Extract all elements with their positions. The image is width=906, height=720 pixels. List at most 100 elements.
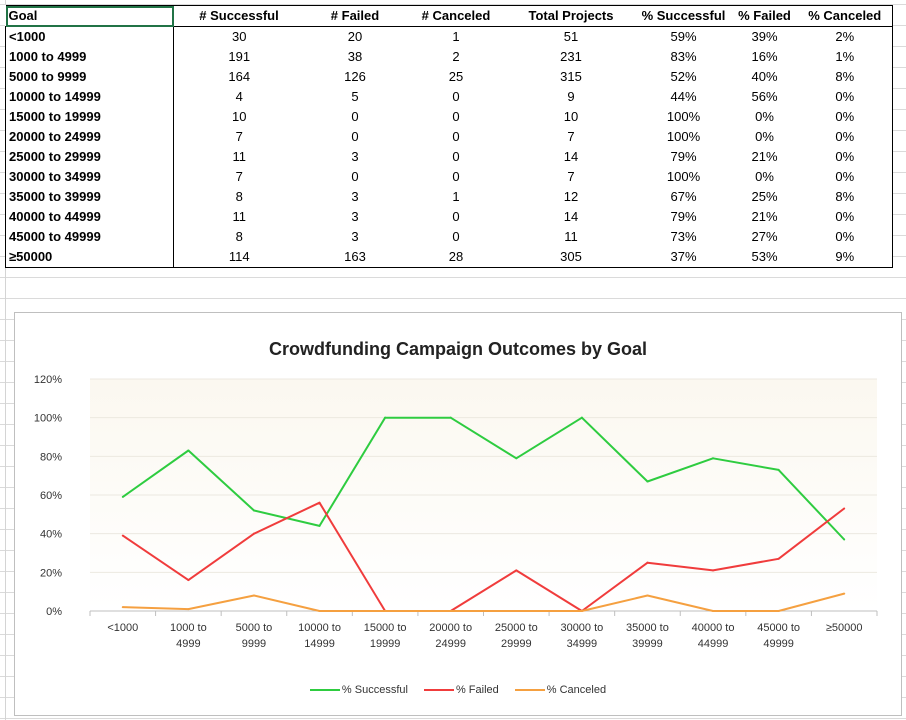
value-cell[interactable]: 52%	[670, 69, 697, 84]
value-cell[interactable]: 0	[452, 129, 460, 144]
value-cell[interactable]: 11	[232, 209, 247, 224]
value-cell[interactable]: 315	[560, 69, 582, 84]
value-cell[interactable]: 0	[351, 129, 359, 144]
value-cell[interactable]: 39%	[751, 29, 778, 44]
value-cell[interactable]: 8	[235, 229, 243, 244]
value-cell[interactable]: 2	[452, 49, 460, 64]
value-cell[interactable]: 3	[351, 209, 359, 224]
value-cell[interactable]: 1%	[797, 47, 893, 67]
value-cell[interactable]: 1	[452, 29, 460, 44]
value-cell[interactable]: 163	[304, 247, 406, 268]
value-cell[interactable]: 30	[232, 29, 247, 44]
goal-cell[interactable]: <1000	[5, 26, 174, 47]
value-cell[interactable]: 3	[351, 149, 359, 164]
value-cell[interactable]: 7	[235, 129, 243, 144]
value-cell[interactable]: 56%	[751, 89, 778, 104]
value-cell[interactable]: 20	[347, 29, 363, 44]
value-cell[interactable]: 1	[452, 189, 460, 204]
value-cell[interactable]: 79%	[670, 209, 697, 224]
value-cell[interactable]: 0	[452, 229, 460, 244]
value-cell[interactable]: 231	[560, 49, 582, 64]
value-cell[interactable]: 44%	[670, 89, 697, 104]
value-cell[interactable]: 0	[452, 149, 460, 164]
value-cell[interactable]: 114	[173, 247, 305, 268]
value-cell[interactable]: 9	[567, 89, 575, 104]
value-cell[interactable]: 79%	[670, 149, 697, 164]
line-chart[interactable]: Crowdfunding Campaign Outcomes by Goal 0…	[14, 312, 902, 716]
value-cell[interactable]: 67%	[670, 189, 697, 204]
value-cell[interactable]: 0%	[797, 207, 893, 227]
goal-cell[interactable]: 25000 to 29999	[5, 147, 174, 167]
value-cell[interactable]: 8%	[797, 67, 893, 87]
value-cell[interactable]: 7	[235, 169, 243, 184]
value-cell[interactable]: 126	[344, 69, 366, 84]
value-cell[interactable]: 10	[232, 109, 247, 124]
column-header[interactable]: Total Projects	[506, 5, 636, 27]
value-cell[interactable]: 14	[563, 209, 579, 224]
goal-cell[interactable]: 1000 to 4999	[5, 47, 174, 67]
value-cell[interactable]: 0%	[797, 227, 893, 247]
value-cell[interactable]: 0%	[755, 169, 774, 184]
value-cell[interactable]: 38	[347, 49, 363, 64]
value-cell[interactable]: 8%	[797, 187, 893, 207]
goal-cell[interactable]: 5000 to 9999	[5, 67, 174, 87]
value-cell[interactable]: 0%	[797, 127, 893, 147]
goal-cell[interactable]: 30000 to 34999	[5, 167, 174, 187]
value-cell[interactable]: 0	[452, 209, 460, 224]
value-cell[interactable]: 27%	[751, 229, 778, 244]
column-header[interactable]: % Canceled	[797, 5, 893, 27]
value-cell[interactable]: 164	[228, 69, 251, 84]
goal-cell[interactable]: 10000 to 14999	[5, 87, 174, 107]
value-cell[interactable]: 12	[563, 189, 579, 204]
value-cell[interactable]: 14	[563, 149, 579, 164]
value-cell[interactable]: 10	[563, 109, 579, 124]
goal-cell[interactable]: 40000 to 44999	[5, 207, 174, 227]
value-cell[interactable]: 4	[235, 89, 243, 104]
value-cell[interactable]: 0%	[755, 109, 774, 124]
value-cell[interactable]: 8	[235, 189, 243, 204]
value-cell[interactable]: 53%	[731, 247, 798, 268]
goal-cell[interactable]: 20000 to 24999	[5, 127, 174, 147]
value-cell[interactable]: 40%	[751, 69, 778, 84]
legend-item[interactable]: % Successful	[309, 684, 408, 696]
value-cell[interactable]: 21%	[751, 209, 778, 224]
value-cell[interactable]: 2%	[797, 26, 893, 47]
value-cell[interactable]: 3	[351, 189, 359, 204]
column-header[interactable]: # Failed	[304, 5, 406, 27]
value-cell[interactable]: 0%	[797, 87, 893, 107]
goal-cell[interactable]: 35000 to 39999	[5, 187, 174, 207]
column-header[interactable]: # Canceled	[405, 5, 507, 27]
value-cell[interactable]: 0	[452, 169, 460, 184]
value-cell[interactable]: 59%	[670, 29, 697, 44]
value-cell[interactable]: 25%	[751, 189, 778, 204]
value-cell[interactable]: 9%	[797, 247, 893, 268]
value-cell[interactable]: 11	[232, 149, 247, 164]
value-cell[interactable]: 7	[567, 129, 575, 144]
value-cell[interactable]: 28	[405, 247, 507, 268]
value-cell[interactable]: 73%	[670, 229, 697, 244]
value-cell[interactable]: 11	[564, 229, 578, 244]
value-cell[interactable]: 100%	[666, 129, 701, 144]
goal-cell[interactable]: ≥50000	[5, 247, 174, 268]
value-cell[interactable]: 100%	[666, 109, 701, 124]
value-cell[interactable]: 83%	[670, 49, 697, 64]
value-cell[interactable]: 51	[563, 29, 579, 44]
value-cell[interactable]: 191	[228, 49, 251, 64]
value-cell[interactable]: 7	[567, 169, 575, 184]
value-cell[interactable]: 100%	[666, 169, 701, 184]
value-cell[interactable]: 0	[452, 109, 460, 124]
value-cell[interactable]: 0	[351, 109, 359, 124]
value-cell[interactable]: 0%	[755, 129, 774, 144]
legend-item[interactable]: % Canceled	[514, 684, 606, 696]
column-header[interactable]: % Successful	[635, 5, 732, 27]
value-cell[interactable]: 0%	[797, 147, 893, 167]
value-cell[interactable]: 25	[448, 69, 464, 84]
value-cell[interactable]: 37%	[635, 247, 732, 268]
value-cell[interactable]: 5	[351, 89, 359, 104]
selected-cell-goal-header[interactable]: Goal	[5, 5, 174, 27]
value-cell[interactable]: 0	[452, 89, 460, 104]
value-cell[interactable]: 3	[351, 229, 359, 244]
value-cell[interactable]: 16%	[751, 49, 778, 64]
goal-cell[interactable]: 45000 to 49999	[5, 227, 174, 247]
value-cell[interactable]: 21%	[751, 149, 778, 164]
